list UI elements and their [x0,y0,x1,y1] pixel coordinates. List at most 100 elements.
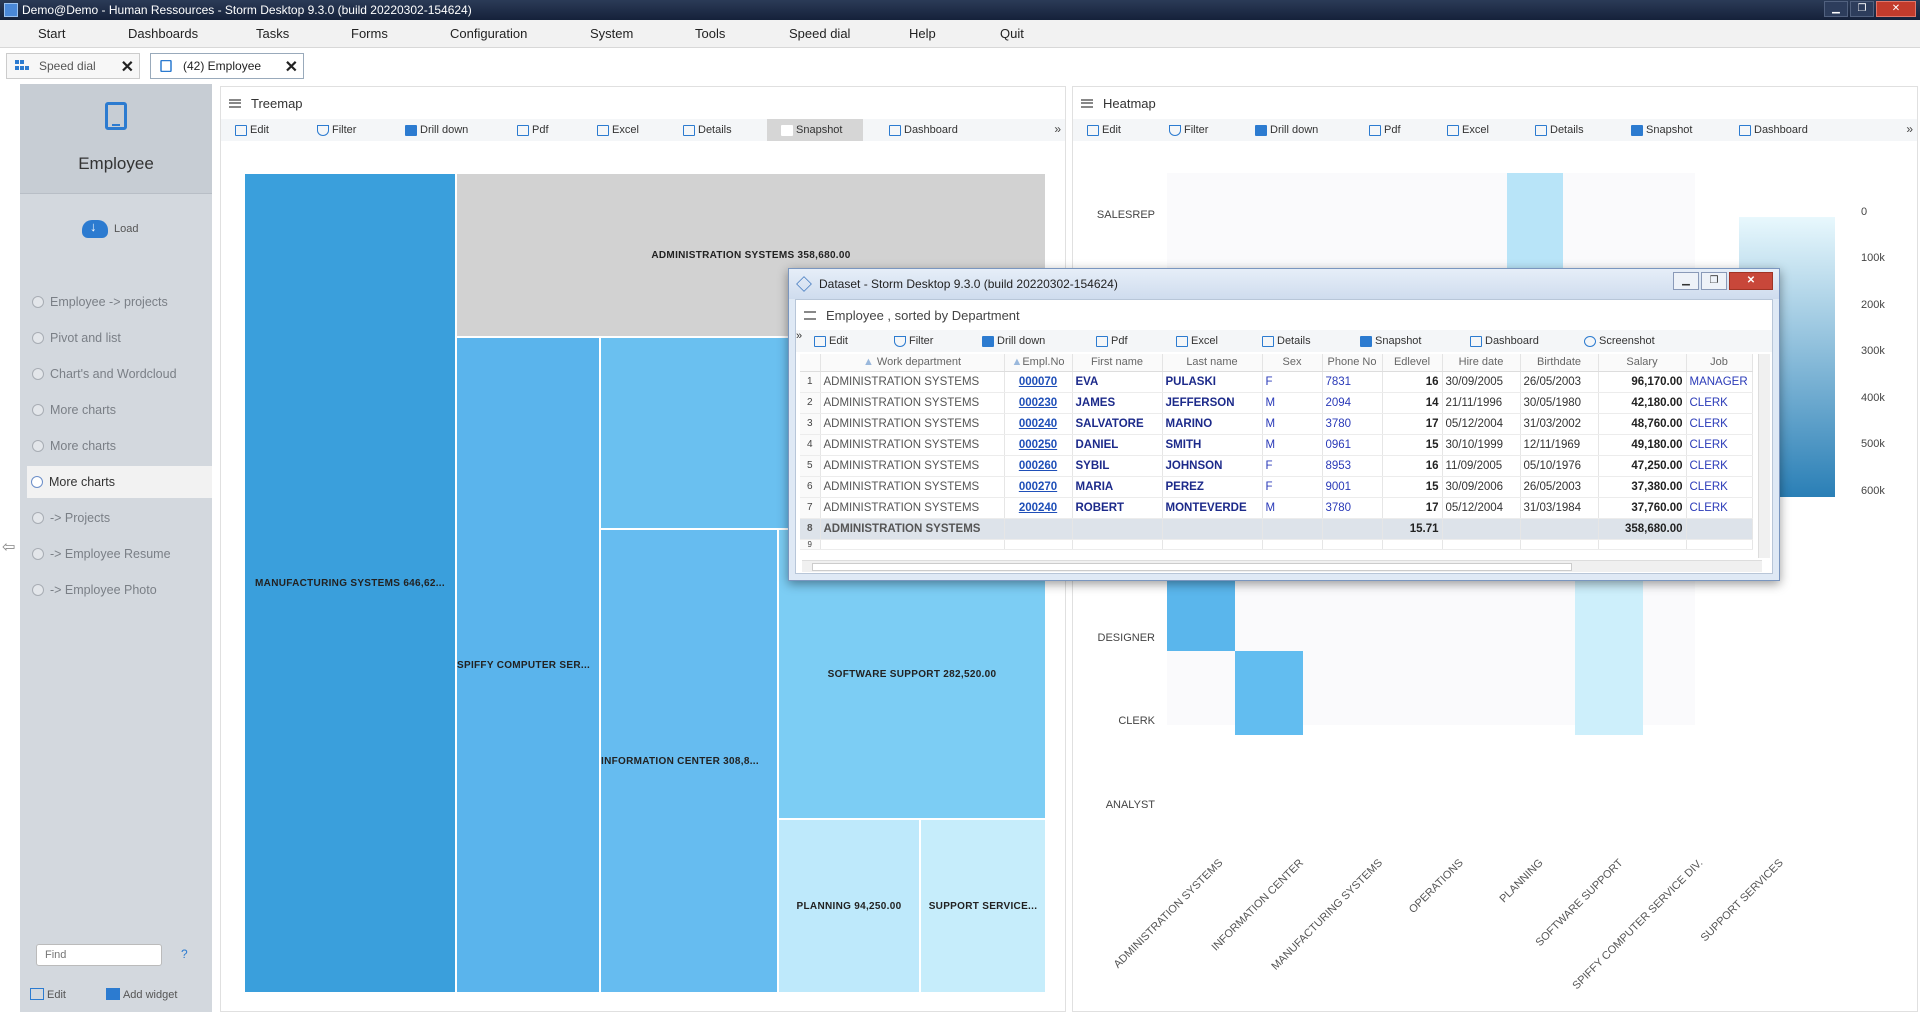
load-button[interactable]: Load [82,219,138,238]
column-header-empl-no[interactable]: ▲Empl.No [1004,354,1073,372]
table-cell[interactable]: 000070 [1004,371,1073,393]
column-header-sex[interactable]: Sex [1262,354,1323,372]
table-cell[interactable]: 000260 [1004,455,1073,477]
dashboard-button[interactable]: Dashboard [1739,119,1808,141]
restore-button[interactable]: ❐ [1850,1,1874,17]
snapshot-button[interactable]: Snapshot [1360,330,1421,352]
sidebar-item-employee-resume[interactable]: -> Employee Resume [28,538,212,570]
snapshot-button[interactable]: Snapshot [1631,119,1692,141]
sidebar-item-more-charts-1[interactable]: More charts [28,394,212,426]
hamburger-icon[interactable] [804,310,816,320]
table-row[interactable]: 4 ADMINISTRATION SYSTEMS 000250 DANIEL SMITH… [800,434,1753,456]
sidebar-item-charts-wordcloud[interactable]: Chart's and Wordcloud [28,358,212,390]
column-header-job[interactable]: Job [1686,354,1753,372]
find-input[interactable] [36,944,162,966]
close-tab-icon[interactable]: ✕ [120,59,134,76]
vertical-scrollbar[interactable] [1758,354,1770,558]
column-header-first-name[interactable]: First name [1072,354,1163,372]
menu-tools[interactable]: Tools [695,26,726,41]
menu-configuration[interactable]: Configuration [450,26,528,41]
pdf-button[interactable]: Pdf [1096,330,1128,352]
edit-button[interactable]: Edit [1087,119,1121,141]
table-row[interactable]: 5 ADMINISTRATION SYSTEMS 000260 SYBIL JOHNSO… [800,455,1753,477]
sidebar-item-more-charts-2[interactable]: More charts [28,430,212,462]
menu-tasks[interactable]: Tasks [256,26,290,41]
excel-button[interactable]: Excel [597,119,639,141]
table-row[interactable]: 1 ADMINISTRATION SYSTEMS 000070 EVA PULASKI F… [800,371,1753,393]
arrow-left-icon[interactable]: ⇦ [2,539,16,556]
heatmap-cell[interactable] [1167,569,1235,651]
help-icon[interactable]: ? [181,947,188,961]
filter-button[interactable]: Filter [317,119,356,141]
column-header[interactable] [800,354,821,372]
column-header-hire-date[interactable]: Hire date [1442,354,1521,372]
column-header-birthdate[interactable]: Birthdate [1520,354,1599,372]
details-button[interactable]: Details [1535,119,1584,141]
sidebar-item-more-charts-3[interactable]: More charts [27,466,212,498]
minimize-button[interactable]: ▁ [1824,1,1848,17]
pdf-button[interactable]: Pdf [1369,119,1401,141]
treemap-cell-manufacturing[interactable]: MANUFACTURING SYSTEMS 646,62... [244,173,456,993]
drill-down-button[interactable]: Drill down [405,119,468,141]
excel-button[interactable]: Excel [1447,119,1489,141]
edit-button[interactable]: Edit [235,119,269,141]
heatmap-cell[interactable] [1575,569,1643,735]
horizontal-scrollbar[interactable] [802,560,1762,572]
close-tab-icon[interactable]: ✕ [284,59,298,76]
sidebar-item-employee-photo[interactable]: -> Employee Photo [28,574,212,606]
details-button[interactable]: Details [683,119,732,141]
close-window-button[interactable]: ✕ [1876,1,1916,17]
treemap-cell-spiffy[interactable]: SPIFFY COMPUTER SER... [456,337,600,993]
sidebar-item-pivot-list[interactable]: Pivot and list [28,322,212,354]
details-button[interactable]: Details [1262,330,1311,352]
menu-speed-dial[interactable]: Speed dial [789,26,851,41]
dashboard-button[interactable]: Dashboard [1470,330,1539,352]
scroll-thumb[interactable] [812,563,1572,571]
snapshot-button[interactable]: Snapshot [767,119,863,141]
table-row[interactable]: 6 ADMINISTRATION SYSTEMS 000270 MARIA PEREZ F… [800,476,1753,498]
pdf-button[interactable]: Pdf [517,119,549,141]
menu-help[interactable]: Help [909,26,936,41]
drill-down-button[interactable]: Drill down [982,330,1045,352]
column-header-phone-no[interactable]: Phone No [1322,354,1383,372]
table-row[interactable]: 7 ADMINISTRATION SYSTEMS 200240 ROBERT MONTE… [800,497,1753,519]
more-icon[interactable]: » [1906,122,1913,136]
sidebar-item-employee-projects[interactable]: Employee -> projects [28,286,212,318]
dialog-maximize-button[interactable]: ❐ [1701,272,1727,290]
table-cell[interactable]: 000240 [1004,413,1073,435]
filter-button[interactable]: Filter [1169,119,1208,141]
dashboard-button[interactable]: Dashboard [889,119,958,141]
dialog-close-button[interactable]: ✕ [1729,272,1773,290]
table-cell[interactable]: 000270 [1004,476,1073,498]
treemap-cell-information-center[interactable]: INFORMATION CENTER 308,8... [600,529,778,993]
table-row[interactable]: 2 ADMINISTRATION SYSTEMS 000230 JAMES JEFFER… [800,392,1753,414]
filter-button[interactable]: Filter [894,330,933,352]
column-header-last-name[interactable]: Last name [1162,354,1263,372]
add-widget-button[interactable]: Add widget [105,988,177,1001]
menu-dashboards[interactable]: Dashboards [128,26,199,41]
menu-forms[interactable]: Forms [351,26,388,41]
edit-dashboard-button[interactable]: Edit [30,988,66,1001]
screenshot-button[interactable]: Screenshot [1584,330,1655,352]
menu-quit[interactable]: Quit [1000,26,1024,41]
column-header-salary[interactable]: Salary [1598,354,1687,372]
drill-down-button[interactable]: Drill down [1255,119,1318,141]
excel-button[interactable]: Excel [1176,330,1218,352]
dialog-minimize-button[interactable]: ▁ [1673,272,1699,290]
menu-start[interactable]: Start [38,26,66,41]
table-cell[interactable]: 000230 [1004,392,1073,414]
table-cell[interactable]: 200240 [1004,497,1073,519]
treemap-cell-support-services[interactable]: SUPPORT SERVICE... [920,819,1046,993]
more-icon[interactable]: » [1054,122,1061,136]
heatmap-cell[interactable] [1235,651,1303,735]
sidebar-item-projects[interactable]: -> Projects [28,502,212,534]
more-icon[interactable]: » [796,330,803,342]
table-cell[interactable]: 000250 [1004,434,1073,456]
table-row[interactable]: 3 ADMINISTRATION SYSTEMS 000240 SALVATORE MA… [800,413,1753,435]
hamburger-icon[interactable] [229,98,241,108]
hamburger-icon[interactable] [1081,98,1093,108]
tab-speed-dial[interactable]: Speed dial ✕ [6,53,140,79]
dialog-title-bar[interactable]: Dataset - Storm Desktop 9.3.0 (build 202… [789,269,1779,299]
edit-button[interactable]: Edit [814,330,848,352]
treemap-cell-planning[interactable]: PLANNING 94,250.00 [778,819,920,993]
